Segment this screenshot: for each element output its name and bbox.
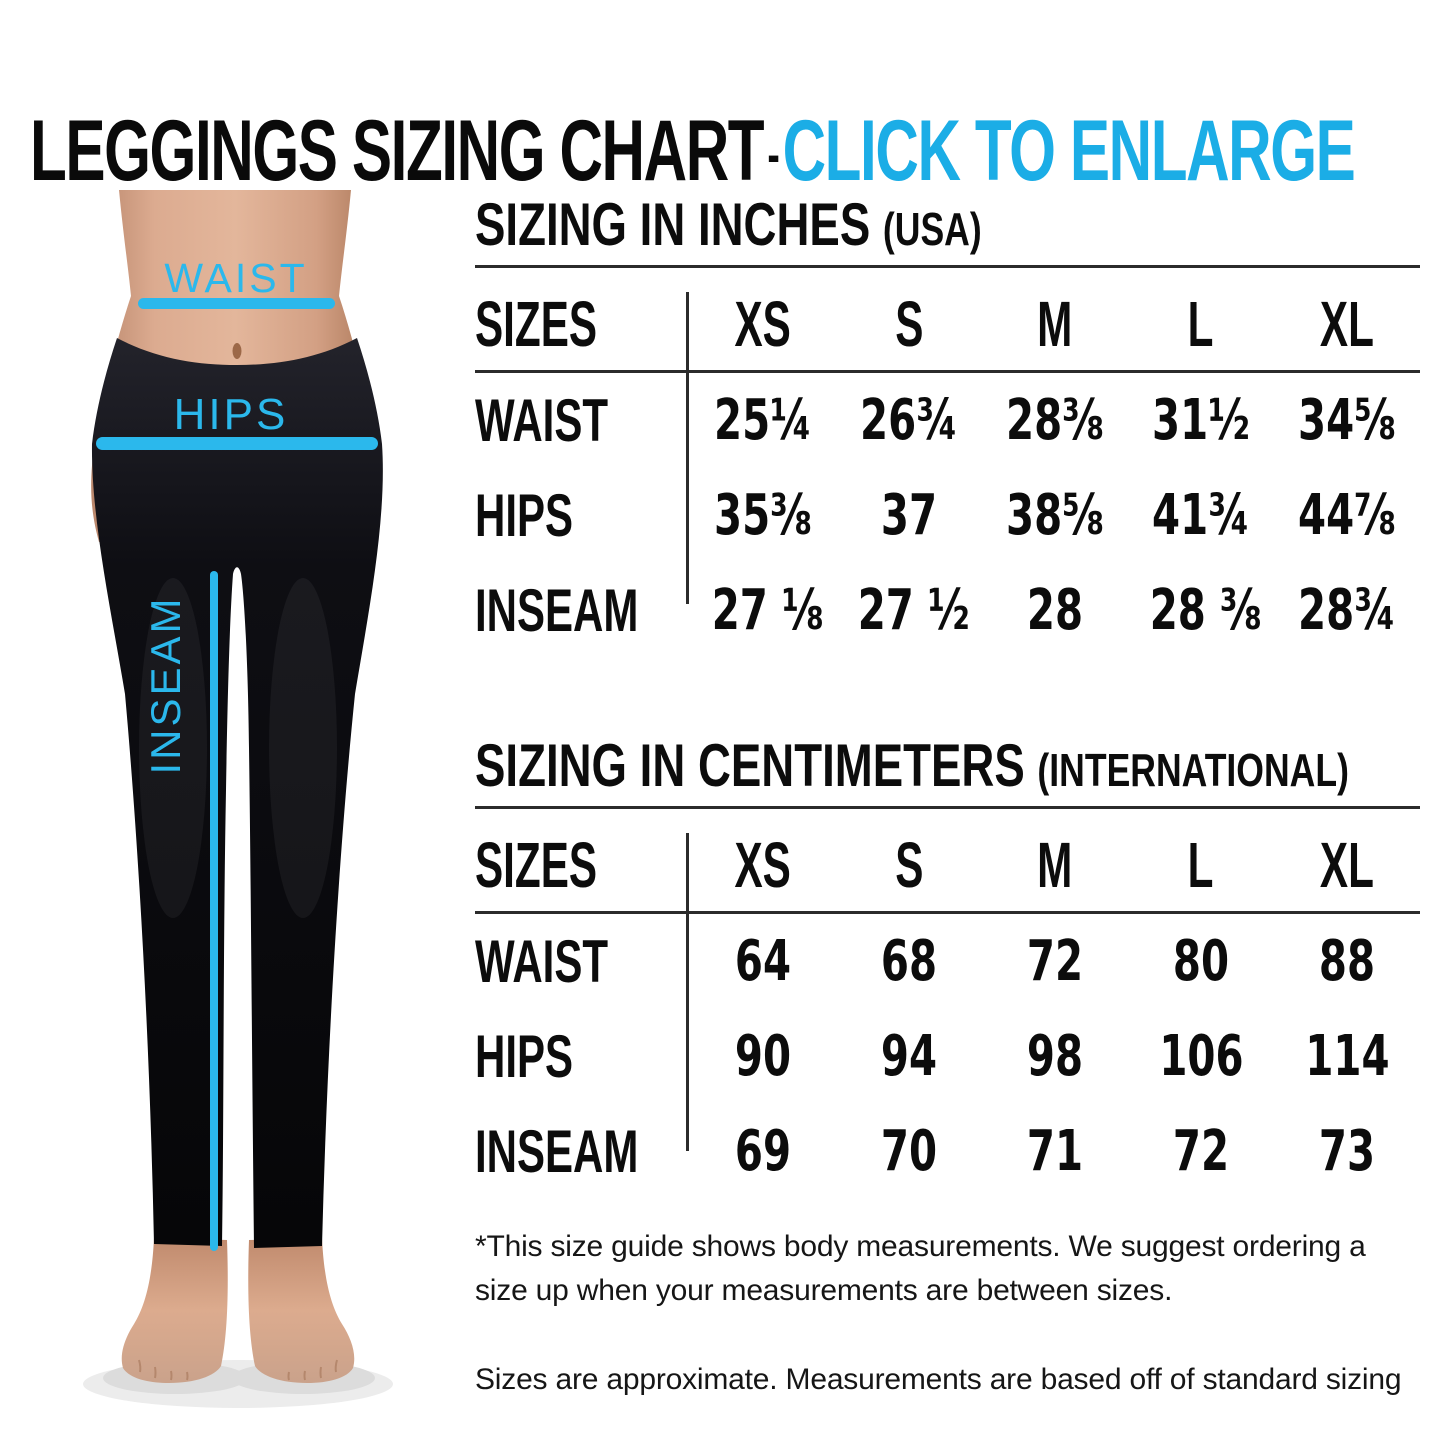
navel	[232, 343, 242, 359]
column-divider-line	[686, 292, 689, 604]
cell-hips-xs: 90	[734, 1023, 792, 1089]
table-body: WAIST 25¼ 26¾ 28⅜ 31½ 34⅝ HIPS 35⅜ 37 38⅝ 41¾ 44⅞ IN…	[475, 373, 1420, 658]
leggings-figure-svg: WAIST HIPS INSEAM	[83, 190, 393, 1408]
page-title-text: LEGGINGS SIZING CHART	[30, 102, 765, 199]
cell-inseam-l: 28 ⅜	[1149, 577, 1262, 643]
column-header-row: SIZES XS S M L XL	[475, 833, 1420, 914]
cell-inseam-s: 27 ½	[857, 577, 970, 643]
row-label-hips: HIPS	[475, 481, 574, 549]
table-title-suffix: (USA)	[882, 203, 982, 255]
sizing-table-inches: SIZING IN INCHES (USA) SIZES XS S M L XL WAIS…	[475, 195, 1420, 658]
inseam-line	[210, 571, 218, 1251]
cell-inseam-s: 70	[880, 1118, 938, 1184]
table-row-inseam: INSEAM 69 70 71 72 73	[475, 1104, 1420, 1199]
leggings	[91, 338, 383, 1248]
cell-hips-m: 38⅝	[1006, 482, 1104, 548]
cell-inseam-l: 72	[1172, 1118, 1230, 1184]
cell-waist-xl: 88	[1318, 928, 1376, 994]
column-divider-line	[686, 833, 689, 1151]
cell-inseam-xs: 27 ⅛	[711, 577, 824, 643]
cell-waist-s: 68	[880, 928, 938, 994]
cell-waist-xl: 34⅝	[1298, 387, 1396, 453]
right-foot	[248, 1238, 355, 1383]
column-header-m: M	[1037, 829, 1073, 901]
waist-figure-label: WAIST	[164, 255, 307, 301]
table-title-suffix: (INTERNATIONAL)	[1037, 744, 1349, 796]
row-label-waist: WAIST	[475, 386, 608, 454]
cell-hips-xl: 44⅞	[1298, 482, 1396, 548]
cell-hips-s: 37	[880, 482, 938, 548]
left-foot	[121, 1238, 228, 1383]
column-header-xl: XL	[1320, 288, 1374, 360]
column-header-l: L	[1188, 288, 1214, 360]
row-label-hips: HIPS	[475, 1022, 574, 1090]
column-header-s: S	[894, 829, 924, 901]
leggings-figure[interactable]: WAIST HIPS INSEAM	[55, 188, 465, 1440]
cell-waist-m: 72	[1026, 928, 1084, 994]
cell-waist-l: 80	[1172, 928, 1230, 994]
column-header-row: SIZES XS S M L XL	[475, 292, 1420, 373]
column-header-xs: XS	[734, 288, 792, 360]
table-row-waist: WAIST 64 68 72 80 88	[475, 914, 1420, 1009]
cell-waist-xs: 25¼	[714, 387, 812, 453]
cell-waist-s: 26¾	[860, 387, 958, 453]
page-title: LEGGINGS SIZING CHART-CLICK TO ENLARGE	[30, 108, 1356, 194]
table-heading-inches: SIZING IN INCHES (USA)	[475, 195, 1420, 268]
cell-inseam-m: 28	[1026, 577, 1084, 643]
cell-hips-xs: 35⅜	[714, 482, 812, 548]
title-separator: -	[767, 126, 779, 186]
hips-figure-label: HIPS	[174, 390, 289, 439]
cell-inseam-xl: 73	[1318, 1118, 1376, 1184]
inseam-figure-label: INSEAM	[142, 595, 189, 774]
leg-highlight-left	[139, 578, 207, 918]
column-header-sizes: SIZES	[475, 288, 598, 360]
column-header-xl: XL	[1320, 829, 1374, 901]
footnote-approximate: Sizes are approximate. Measurements are …	[475, 1363, 1402, 1396]
cell-hips-m: 98	[1026, 1023, 1084, 1089]
table-row-waist: WAIST 25¼ 26¾ 28⅜ 31½ 34⅝	[475, 373, 1420, 468]
table-body: WAIST 64 68 72 80 88 HIPS 90 94 98 106 114 INSEAM 69 7…	[475, 914, 1420, 1199]
footnote-size-guide: *This size guide shows body measurements…	[475, 1230, 1366, 1307]
column-header-xs: XS	[734, 829, 792, 901]
cell-waist-xs: 64	[734, 928, 792, 994]
column-header-l: L	[1188, 829, 1214, 901]
cell-inseam-m: 71	[1026, 1118, 1084, 1184]
click-to-enlarge-link[interactable]: CLICK TO ENLARGE	[782, 102, 1356, 199]
row-label-inseam: INSEAM	[475, 576, 639, 644]
table-row-hips: HIPS 35⅜ 37 38⅝ 41¾ 44⅞	[475, 468, 1420, 563]
row-label-inseam: INSEAM	[475, 1117, 639, 1185]
waist-line	[138, 298, 335, 309]
table-title: SIZING IN CENTIMETERS	[475, 732, 1025, 799]
leg-highlight-right	[269, 578, 337, 918]
sizing-tables: SIZING IN INCHES (USA) SIZES XS S M L XL WAIS…	[475, 195, 1420, 1402]
table-row-hips: HIPS 90 94 98 106 114	[475, 1009, 1420, 1104]
cell-hips-s: 94	[880, 1023, 938, 1089]
row-label-waist: WAIST	[475, 927, 608, 995]
column-header-s: S	[894, 288, 924, 360]
cell-hips-l: 106	[1158, 1023, 1244, 1089]
cell-inseam-xs: 69	[734, 1118, 792, 1184]
table-row-inseam: INSEAM 27 ⅛ 27 ½ 28 28 ⅜ 28¾	[475, 563, 1420, 658]
hips-line	[96, 437, 378, 450]
sizing-table-centimeters: SIZING IN CENTIMETERS (INTERNATIONAL) SI…	[475, 736, 1420, 1199]
table-title: SIZING IN INCHES	[475, 191, 871, 258]
cell-inseam-xl: 28¾	[1298, 577, 1396, 643]
cell-hips-xl: 114	[1304, 1023, 1390, 1089]
column-header-m: M	[1037, 288, 1073, 360]
toe-lines	[138, 1359, 338, 1381]
cell-hips-l: 41¾	[1152, 482, 1250, 548]
cell-waist-l: 31½	[1152, 387, 1250, 453]
column-header-sizes: SIZES	[475, 829, 598, 901]
table-heading-centimeters: SIZING IN CENTIMETERS (INTERNATIONAL)	[475, 736, 1420, 809]
cell-waist-m: 28⅜	[1006, 387, 1104, 453]
